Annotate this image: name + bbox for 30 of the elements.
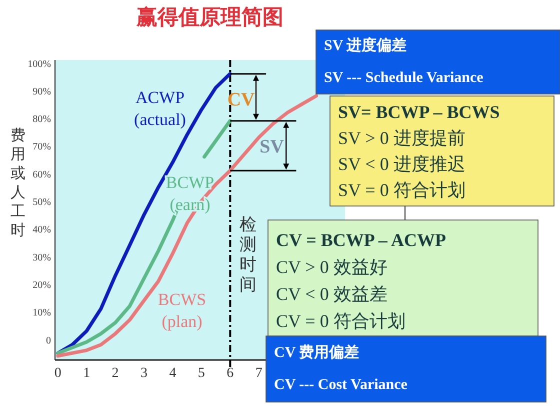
annotation: SV — [260, 136, 284, 158]
y-tick-label: 20% — [32, 280, 51, 291]
annotation: CV — [227, 90, 256, 111]
x-tick-label: 5 — [198, 366, 205, 381]
x-tick-label: 4 — [169, 366, 176, 381]
x-tick-label: 2 — [112, 366, 119, 381]
y-axis-title: 费用或人工时 — [10, 127, 26, 239]
series-label: ACWP (actual) — [134, 88, 186, 129]
y-tick-label: 100% — [28, 58, 51, 70]
y-tick-label: 80% — [32, 114, 51, 126]
y-tick-label: 40% — [32, 224, 51, 236]
x-tick-label: 3 — [140, 366, 148, 381]
x-tick-label: 0 — [54, 366, 62, 381]
x-tick-label: 1 — [83, 366, 90, 381]
y-tick-label: 0 — [46, 335, 51, 346]
y-tick-label: 60% — [32, 169, 51, 180]
x-tick-label: 7 — [255, 366, 262, 381]
annotation: SV= BCWP – BCWS SV > 0 进度提前 SV < 0 进度推迟 SV = 0 符合计划 — [338, 102, 500, 200]
annotation: SV 进度偏差 SV --- Schedule Variance — [324, 36, 484, 86]
annotation: CV = BCWP – ACWP CV > 0 效益好 CV < 0 效益差 CV = 0 符合计划 — [276, 230, 446, 331]
y-tick-label: 90% — [32, 86, 51, 98]
ref-line-label: 检测时间 — [240, 215, 257, 294]
y-tick-label: 10% — [32, 308, 51, 319]
y-tick-label: 50% — [32, 197, 51, 208]
x-tick-label: 6 — [226, 366, 234, 381]
y-tick-label: 70% — [32, 142, 51, 153]
y-tick-label: 30% — [32, 252, 51, 264]
chart-title: 赢得值原理简图 — [136, 6, 284, 29]
annotation: CV 费用偏差 CV --- Cost Variance — [274, 344, 408, 393]
series-label: BCWS (plan) — [158, 290, 206, 331]
